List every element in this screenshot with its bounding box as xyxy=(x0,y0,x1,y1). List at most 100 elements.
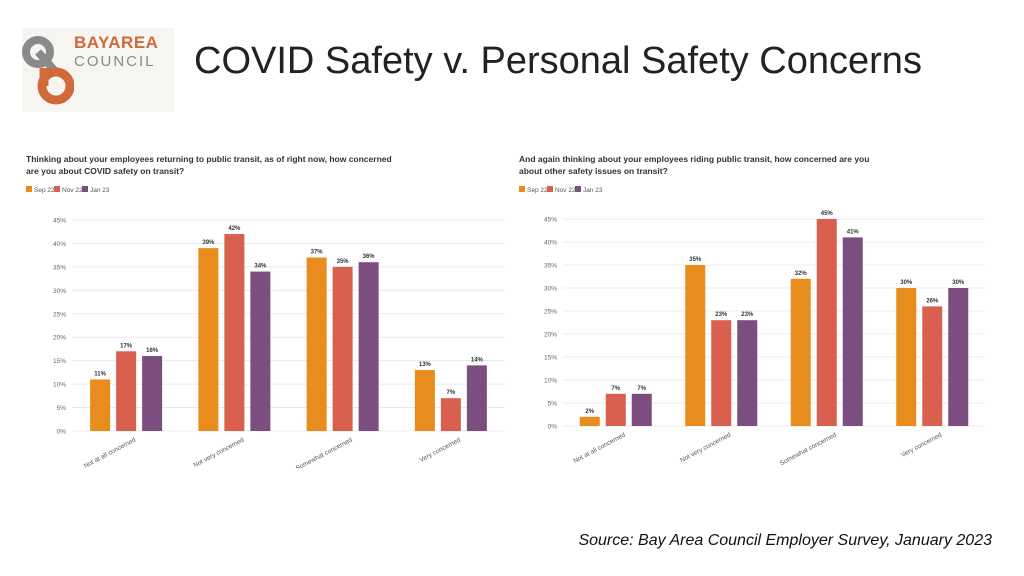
bar-jan-23 xyxy=(948,288,969,426)
data-label: 7% xyxy=(637,386,646,392)
x-tick-label: Somewhat concerned xyxy=(779,431,838,467)
chart-title: And again thinking about your employees … xyxy=(519,154,869,176)
y-tick-label: 15% xyxy=(53,358,66,365)
chart-panel-covid-safety: Thinking about your employees returning … xyxy=(20,148,510,468)
logo-text-bayarea: BAYAREA xyxy=(74,33,159,52)
bar-nov-22 xyxy=(224,234,245,431)
bar-sep-22 xyxy=(198,248,219,431)
data-label: 23% xyxy=(715,312,728,318)
bar-nov-22 xyxy=(440,398,461,431)
y-tick-label: 35% xyxy=(544,263,557,270)
y-tick-label: 25% xyxy=(544,309,557,316)
data-label: 11% xyxy=(94,371,106,377)
bar-nov-22 xyxy=(922,306,943,426)
y-tick-label: 25% xyxy=(53,311,66,318)
data-label: 34% xyxy=(254,264,267,270)
x-tick-label: Somewhat concerned xyxy=(295,436,354,468)
legend-label: Sep 22 xyxy=(34,187,55,194)
data-label: 35% xyxy=(689,257,702,263)
data-label: 32% xyxy=(795,271,808,277)
data-label: 23% xyxy=(741,312,754,318)
bar-jan-23 xyxy=(142,355,163,431)
chart-title-line: are you about COVID safety on transit? xyxy=(26,166,184,176)
bar-jan-23 xyxy=(466,365,487,431)
bar-sep-22 xyxy=(790,278,811,426)
y-tick-label: 20% xyxy=(544,332,557,339)
bar-sep-22 xyxy=(414,370,435,431)
legend-label: Nov 22 xyxy=(62,187,83,194)
data-label: 13% xyxy=(419,362,432,368)
legend-swatch-nov-22 xyxy=(54,186,60,192)
data-label: 36% xyxy=(363,254,376,260)
bar-jan-23 xyxy=(842,237,863,426)
legend-label: Jan 23 xyxy=(90,187,110,194)
bay-area-council-logo: BAYAREA COUNCIL xyxy=(22,28,174,112)
legend-swatch-sep-22 xyxy=(519,186,525,192)
chart-title-line: And again thinking about your employees … xyxy=(519,154,869,164)
page-title: COVID Safety v. Personal Safety Concerns xyxy=(194,40,922,82)
data-label: 2% xyxy=(585,409,594,415)
data-label: 16% xyxy=(146,348,159,354)
bar-jan-23 xyxy=(631,393,652,426)
y-tick-label: 15% xyxy=(544,355,557,362)
legend-swatch-nov-22 xyxy=(547,186,553,192)
legend-label: Sep 22 xyxy=(527,187,548,194)
data-label: 30% xyxy=(952,280,965,286)
chart-covid-safety: Thinking about your employees returning … xyxy=(26,154,505,468)
chart-title-line: Thinking about your employees returning … xyxy=(26,154,392,164)
chart-title-line: about other safety issues on transit? xyxy=(519,166,668,176)
legend-label: Nov 22 xyxy=(555,187,576,194)
bar-sep-22 xyxy=(306,257,327,431)
bar-jan-23 xyxy=(250,271,271,431)
chart-other-safety: And again thinking about your employees … xyxy=(519,154,985,467)
y-tick-label: 0% xyxy=(548,424,558,431)
logo-text-council: COUNCIL xyxy=(74,53,156,70)
y-tick-label: 20% xyxy=(53,335,66,342)
x-tick-label: Very concerned xyxy=(900,431,944,459)
x-tick-label: Not at all concerned xyxy=(83,436,138,468)
bar-sep-22 xyxy=(90,379,111,431)
x-tick-label: Not very concerned xyxy=(679,431,732,464)
y-tick-label: 40% xyxy=(53,241,66,248)
x-tick-label: Not at all concerned xyxy=(572,431,627,465)
data-label: 14% xyxy=(471,357,484,363)
bar-nov-22 xyxy=(332,266,353,431)
y-tick-label: 30% xyxy=(53,288,66,295)
bar-jan-23 xyxy=(358,262,379,431)
legend-swatch-jan-23 xyxy=(575,186,581,192)
legend-label: Jan 23 xyxy=(583,187,603,194)
y-tick-label: 5% xyxy=(548,401,558,408)
y-tick-label: 10% xyxy=(544,378,557,385)
x-tick-label: Very concerned xyxy=(419,436,463,464)
logo-mark-icon xyxy=(22,36,75,105)
bar-sep-22 xyxy=(685,265,706,426)
bar-nov-22 xyxy=(116,351,137,431)
y-tick-label: 10% xyxy=(53,382,66,389)
legend-swatch-jan-23 xyxy=(82,186,88,192)
data-label: 7% xyxy=(611,386,620,392)
data-label: 26% xyxy=(926,298,939,304)
y-tick-label: 40% xyxy=(544,240,557,247)
data-label: 35% xyxy=(337,259,350,265)
y-tick-label: 45% xyxy=(53,218,66,225)
data-label: 7% xyxy=(447,390,456,396)
data-label: 30% xyxy=(900,280,913,286)
data-label: 41% xyxy=(847,229,860,235)
bar-jan-23 xyxy=(737,320,758,426)
y-tick-label: 0% xyxy=(57,429,67,436)
y-tick-label: 45% xyxy=(544,217,557,224)
y-tick-label: 30% xyxy=(544,286,557,293)
bar-sep-22 xyxy=(579,416,600,426)
data-label: 45% xyxy=(821,211,834,217)
bar-sep-22 xyxy=(896,288,917,426)
bar-nov-22 xyxy=(816,219,837,426)
bar-nov-22 xyxy=(605,393,626,426)
data-label: 17% xyxy=(120,343,133,349)
chart-title: Thinking about your employees returning … xyxy=(26,154,392,176)
data-label: 37% xyxy=(311,250,324,256)
bar-nov-22 xyxy=(711,320,732,426)
x-tick-label: Not very concerned xyxy=(192,436,245,468)
y-tick-label: 35% xyxy=(53,264,66,271)
y-tick-label: 5% xyxy=(57,405,67,412)
legend-swatch-sep-22 xyxy=(26,186,32,192)
